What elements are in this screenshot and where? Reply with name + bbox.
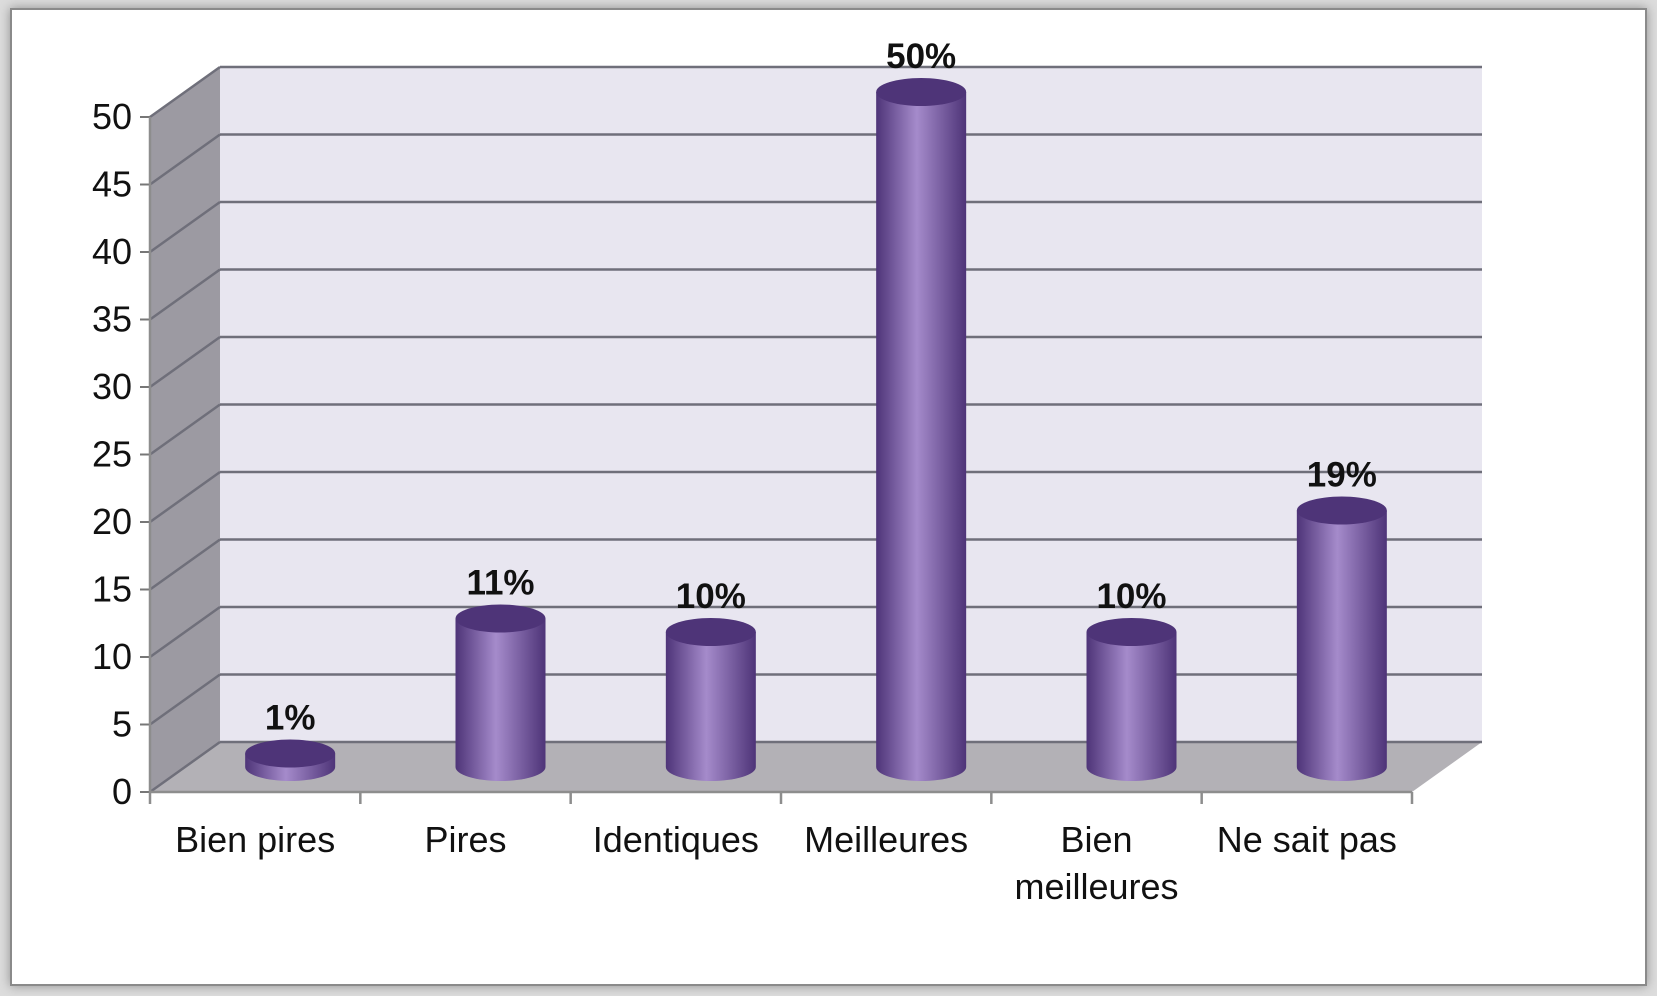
gridline-diagonal: [149, 605, 221, 659]
y-tick-label: 15: [92, 569, 132, 610]
y-tick-label: 45: [92, 164, 132, 205]
chart-frame: 0 5 10 15 20 25 30 35 40 45 50 1% 11% 10% 50% 10% 19% B…: [10, 8, 1647, 986]
gridline-diagonal: [149, 268, 221, 321]
bar-6: [1296, 496, 1387, 781]
floor: [150, 742, 1482, 792]
bar-body: [665, 632, 756, 781]
gridline-diagonal: [149, 335, 221, 389]
y-tick-label: 40: [92, 231, 132, 272]
y-tick-label: 30: [92, 366, 132, 407]
gridline-diagonal: [149, 200, 221, 254]
gridline-diagonal: [149, 65, 221, 119]
bar-top: [876, 78, 967, 106]
bar-top: [1086, 618, 1177, 646]
bar-top: [245, 739, 336, 768]
gridline-diagonal: [149, 740, 221, 794]
data-label: 50%: [886, 37, 956, 76]
data-label: 10%: [676, 577, 746, 616]
gridline-diagonal: [149, 538, 221, 591]
data-label: 1%: [265, 699, 316, 738]
y-tick-label: 5: [112, 704, 132, 745]
y-tick-label: 10: [92, 636, 132, 677]
bar-top: [665, 618, 756, 646]
gridline-diagonal: [149, 133, 221, 186]
category-label: Ne sait pas: [1217, 819, 1397, 860]
data-label: 10%: [1096, 577, 1166, 616]
y-tick-label: 0: [112, 771, 132, 812]
bar-body: [876, 92, 967, 781]
bar-4: [876, 78, 967, 781]
bar-2: [455, 604, 546, 781]
bar-top: [455, 604, 546, 633]
category-label: Pires: [424, 819, 506, 860]
bar-body: [455, 618, 546, 781]
category-label: Bien meilleures: [1014, 819, 1178, 907]
bar-top: [1296, 496, 1387, 525]
bar-chart: 0 5 10 15 20 25 30 35 40 45 50 1% 11% 10% 50% 10% 19% B…: [92, 37, 1482, 907]
gridline-diagonal: [149, 673, 221, 726]
y-tick-label: 50: [92, 96, 132, 137]
gridline-diagonal: [149, 470, 221, 524]
data-label: 19%: [1307, 456, 1377, 495]
bar-5: [1086, 618, 1177, 781]
y-tick-label: 35: [92, 299, 132, 340]
bar-3: [665, 618, 756, 781]
bar-body: [1296, 510, 1387, 781]
data-label: 11%: [466, 564, 534, 603]
bar-1: [245, 739, 336, 781]
category-label: Bien pires: [175, 819, 335, 860]
gridline-diagonal: [149, 403, 221, 456]
bar-body: [1086, 632, 1177, 781]
category-label: Identiques: [593, 819, 759, 860]
y-tick-label: 25: [92, 434, 132, 475]
category-label: Meilleures: [804, 819, 968, 860]
y-tick-label: 20: [92, 501, 132, 542]
